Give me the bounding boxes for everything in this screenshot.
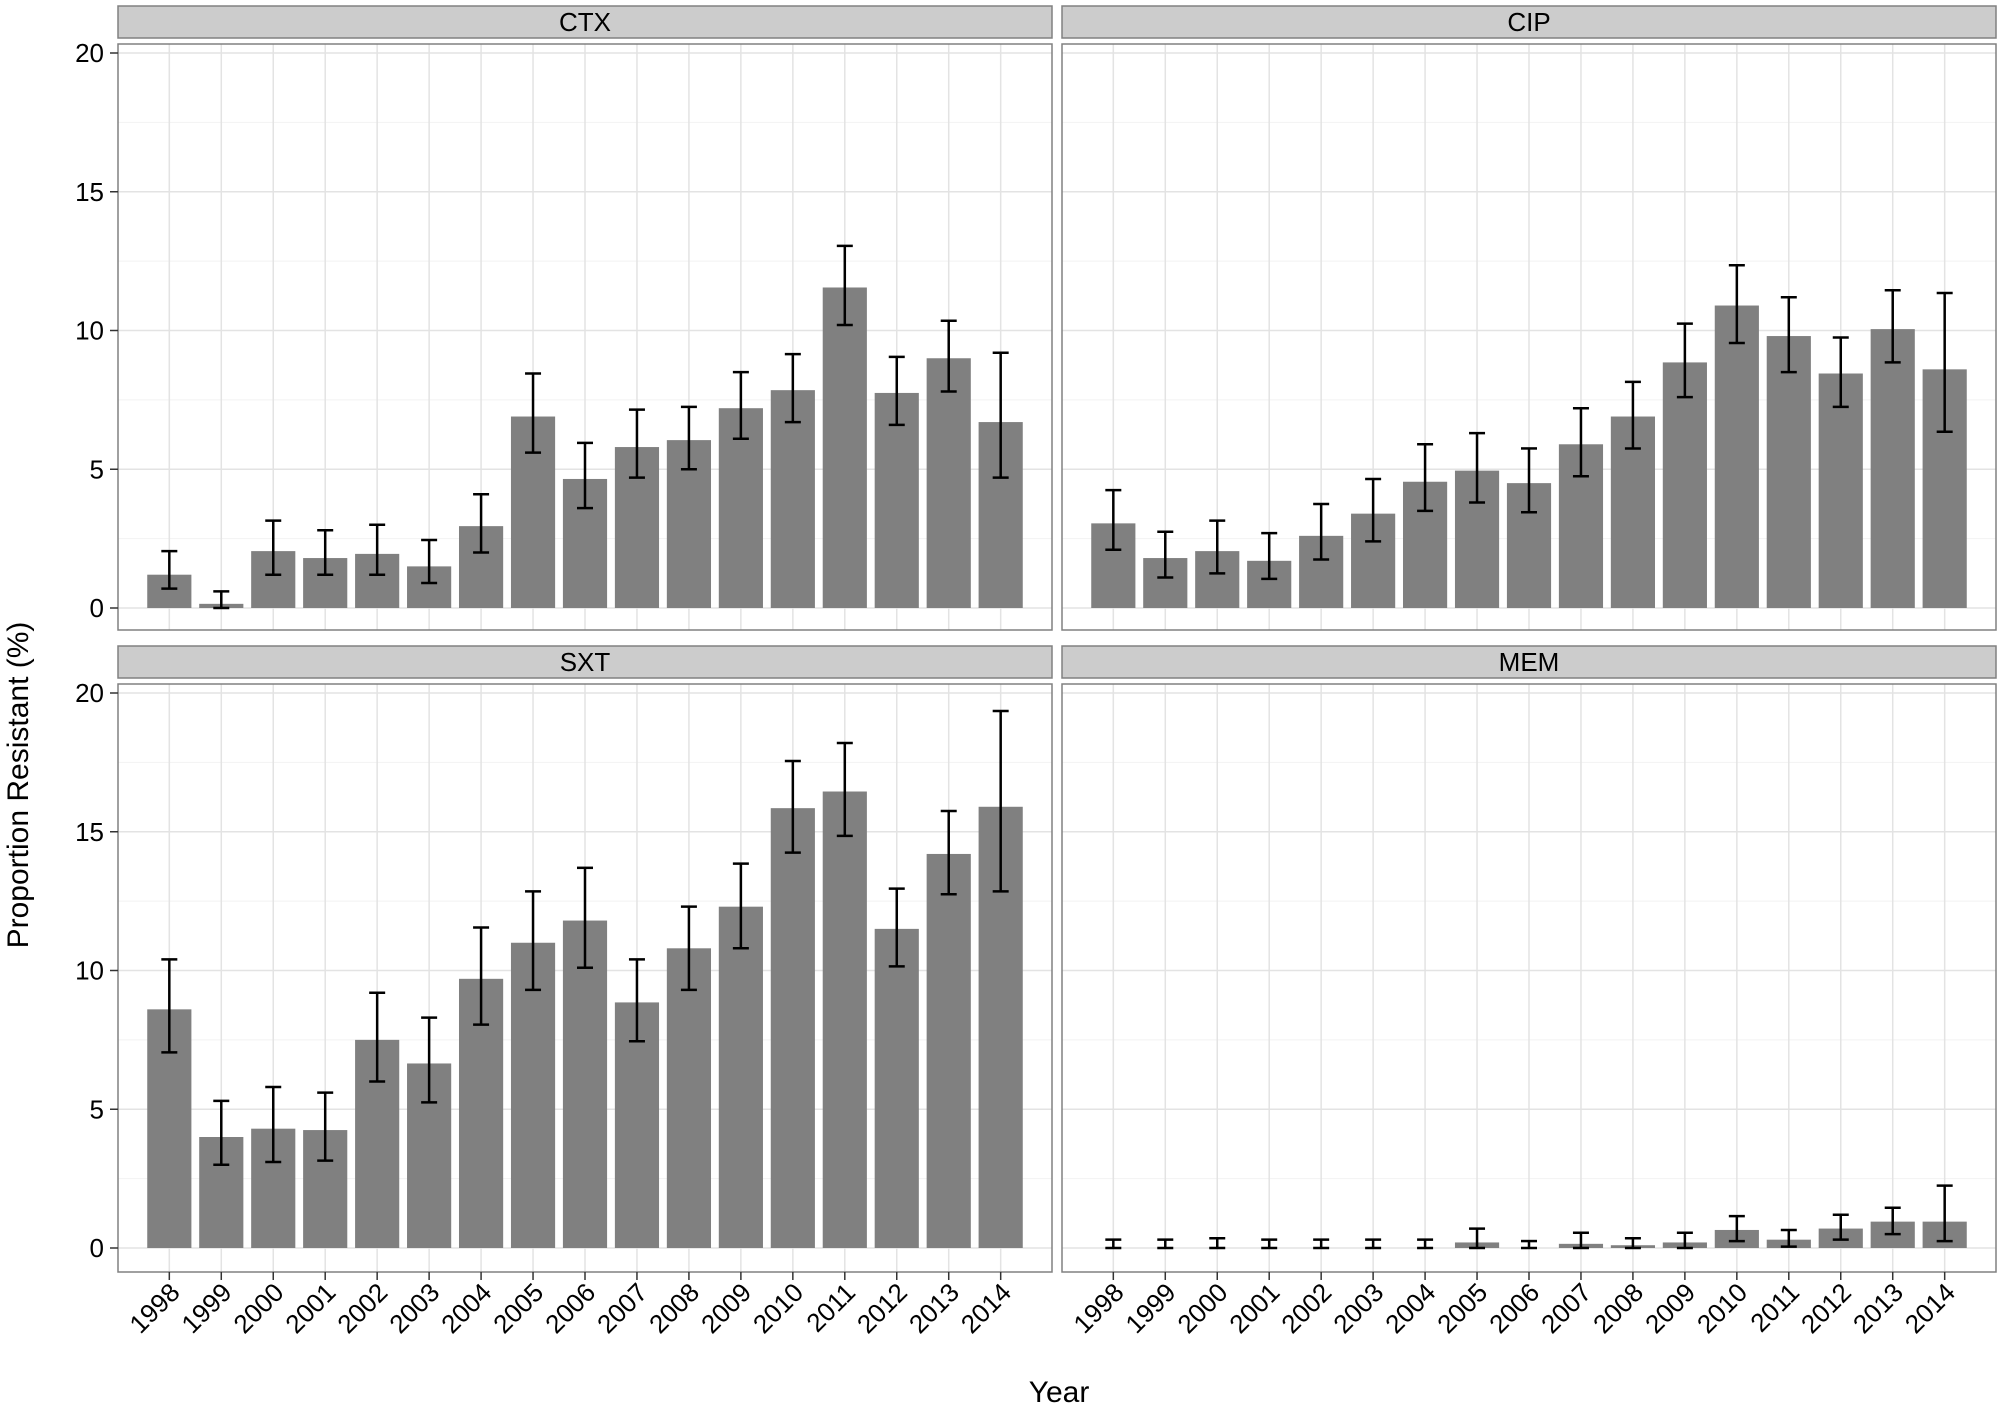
x-tick-label: 2002	[331, 1277, 393, 1339]
bar-ctx-2010	[770, 390, 815, 608]
x-tick-label: 2011	[800, 1277, 861, 1338]
y-tick-label: 10	[75, 316, 104, 346]
y-axis-title: Proportion Resistant (%)	[2, 622, 35, 949]
x-tick-label: 2009	[695, 1277, 757, 1339]
y-tick-label: 5	[90, 454, 104, 484]
x-tick-label: 1998	[1067, 1277, 1129, 1339]
facet-title-ctx: CTX	[559, 7, 611, 37]
y-tick-label: 20	[75, 678, 104, 708]
y-tick-label: 15	[75, 177, 104, 207]
x-tick-label: 2006	[1483, 1277, 1545, 1339]
x-tick-label: 2007	[1535, 1277, 1597, 1339]
bar-ctx-2009	[718, 408, 763, 608]
y-tick-label: 0	[90, 593, 104, 623]
x-tick-label: 2000	[227, 1277, 289, 1339]
x-tick-label: 2007	[591, 1277, 653, 1339]
bar-sxt-2009	[718, 906, 763, 1248]
plot-border-cip	[1061, 43, 1997, 631]
x-tick-label: 2011	[1744, 1277, 1805, 1338]
x-tick-label: 2012	[851, 1277, 913, 1339]
x-tick-label: 2010	[1691, 1277, 1753, 1339]
x-axis-title: Year	[1029, 1376, 1090, 1408]
x-tick-label: 2006	[539, 1277, 601, 1339]
panel-ctx: CTX 0 5 10 15 20	[75, 5, 1053, 631]
bar-sxt-2013	[926, 853, 971, 1248]
facet-strip-cip	[1061, 5, 1997, 39]
facet-strip-sxt	[117, 645, 1053, 679]
facet-title-mem: MEM	[1499, 647, 1560, 677]
x-tick-label: 2005	[1431, 1277, 1493, 1339]
panel-mem: MEM1998199920002001200220032004200520062…	[1061, 645, 1997, 1339]
bar-cip-2012	[1818, 373, 1863, 608]
x-tick-label: 2013	[903, 1277, 965, 1339]
facet-strip-ctx	[117, 5, 1053, 39]
bar-cip-2011	[1766, 336, 1811, 608]
y-tick-label: 15	[75, 817, 104, 847]
bar-sxt-2011	[822, 791, 867, 1248]
x-tick-label: 1999	[175, 1277, 237, 1339]
y-tick-label: 10	[75, 956, 104, 986]
bar-sxt-2007	[614, 1002, 660, 1248]
x-tick-label: 2004	[1379, 1277, 1441, 1339]
x-tick-label: 2012	[1795, 1277, 1857, 1339]
bar-sxt-2012	[874, 928, 919, 1248]
panel-cip: CIP	[1061, 5, 1997, 631]
facet-title-sxt: SXT	[560, 647, 611, 677]
facet-strip-mem	[1061, 645, 1997, 679]
bar-sxt-2005	[510, 942, 556, 1248]
x-tick-label: 2009	[1639, 1277, 1701, 1339]
bar-cip-2013	[1870, 329, 1915, 608]
bar-ctx-2011	[822, 287, 867, 608]
y-tick-label: 0	[90, 1233, 104, 1263]
bar-sxt-2008	[666, 948, 712, 1248]
x-tick-label: 2013	[1847, 1277, 1909, 1339]
plot-border-ctx	[117, 43, 1053, 631]
x-tick-label: 2002	[1275, 1277, 1337, 1339]
bar-sxt-2010	[770, 808, 815, 1248]
x-tick-label: 2005	[487, 1277, 549, 1339]
x-tick-label: 2014	[1899, 1277, 1961, 1339]
y-tick-label: 5	[90, 1094, 104, 1124]
x-tick-label: 1999	[1119, 1277, 1181, 1339]
facet-title-cip: CIP	[1507, 7, 1550, 37]
x-tick-label: 2003	[383, 1277, 445, 1339]
x-tick-label: 2001	[1223, 1277, 1285, 1339]
y-tick-label: 20	[75, 38, 104, 68]
bar-cip-2009	[1662, 362, 1707, 608]
bar-ctx-2013	[926, 358, 971, 608]
x-tick-label: 2001	[279, 1277, 341, 1339]
x-tick-label: 2008	[643, 1277, 705, 1339]
x-tick-label: 2000	[1171, 1277, 1233, 1339]
x-tick-label: 2003	[1327, 1277, 1389, 1339]
x-tick-label: 1998	[123, 1277, 185, 1339]
bar-ctx-2012	[874, 392, 919, 608]
bar-sxt-2006	[562, 920, 608, 1248]
x-tick-label: 2014	[955, 1277, 1017, 1339]
bar-cip-2010	[1714, 305, 1759, 608]
panel-sxt: SXT0510152019981999200020012002200320042…	[75, 645, 1053, 1339]
x-tick-label: 2004	[435, 1277, 497, 1339]
x-tick-label: 2008	[1587, 1277, 1649, 1339]
x-tick-label: 2010	[747, 1277, 809, 1339]
